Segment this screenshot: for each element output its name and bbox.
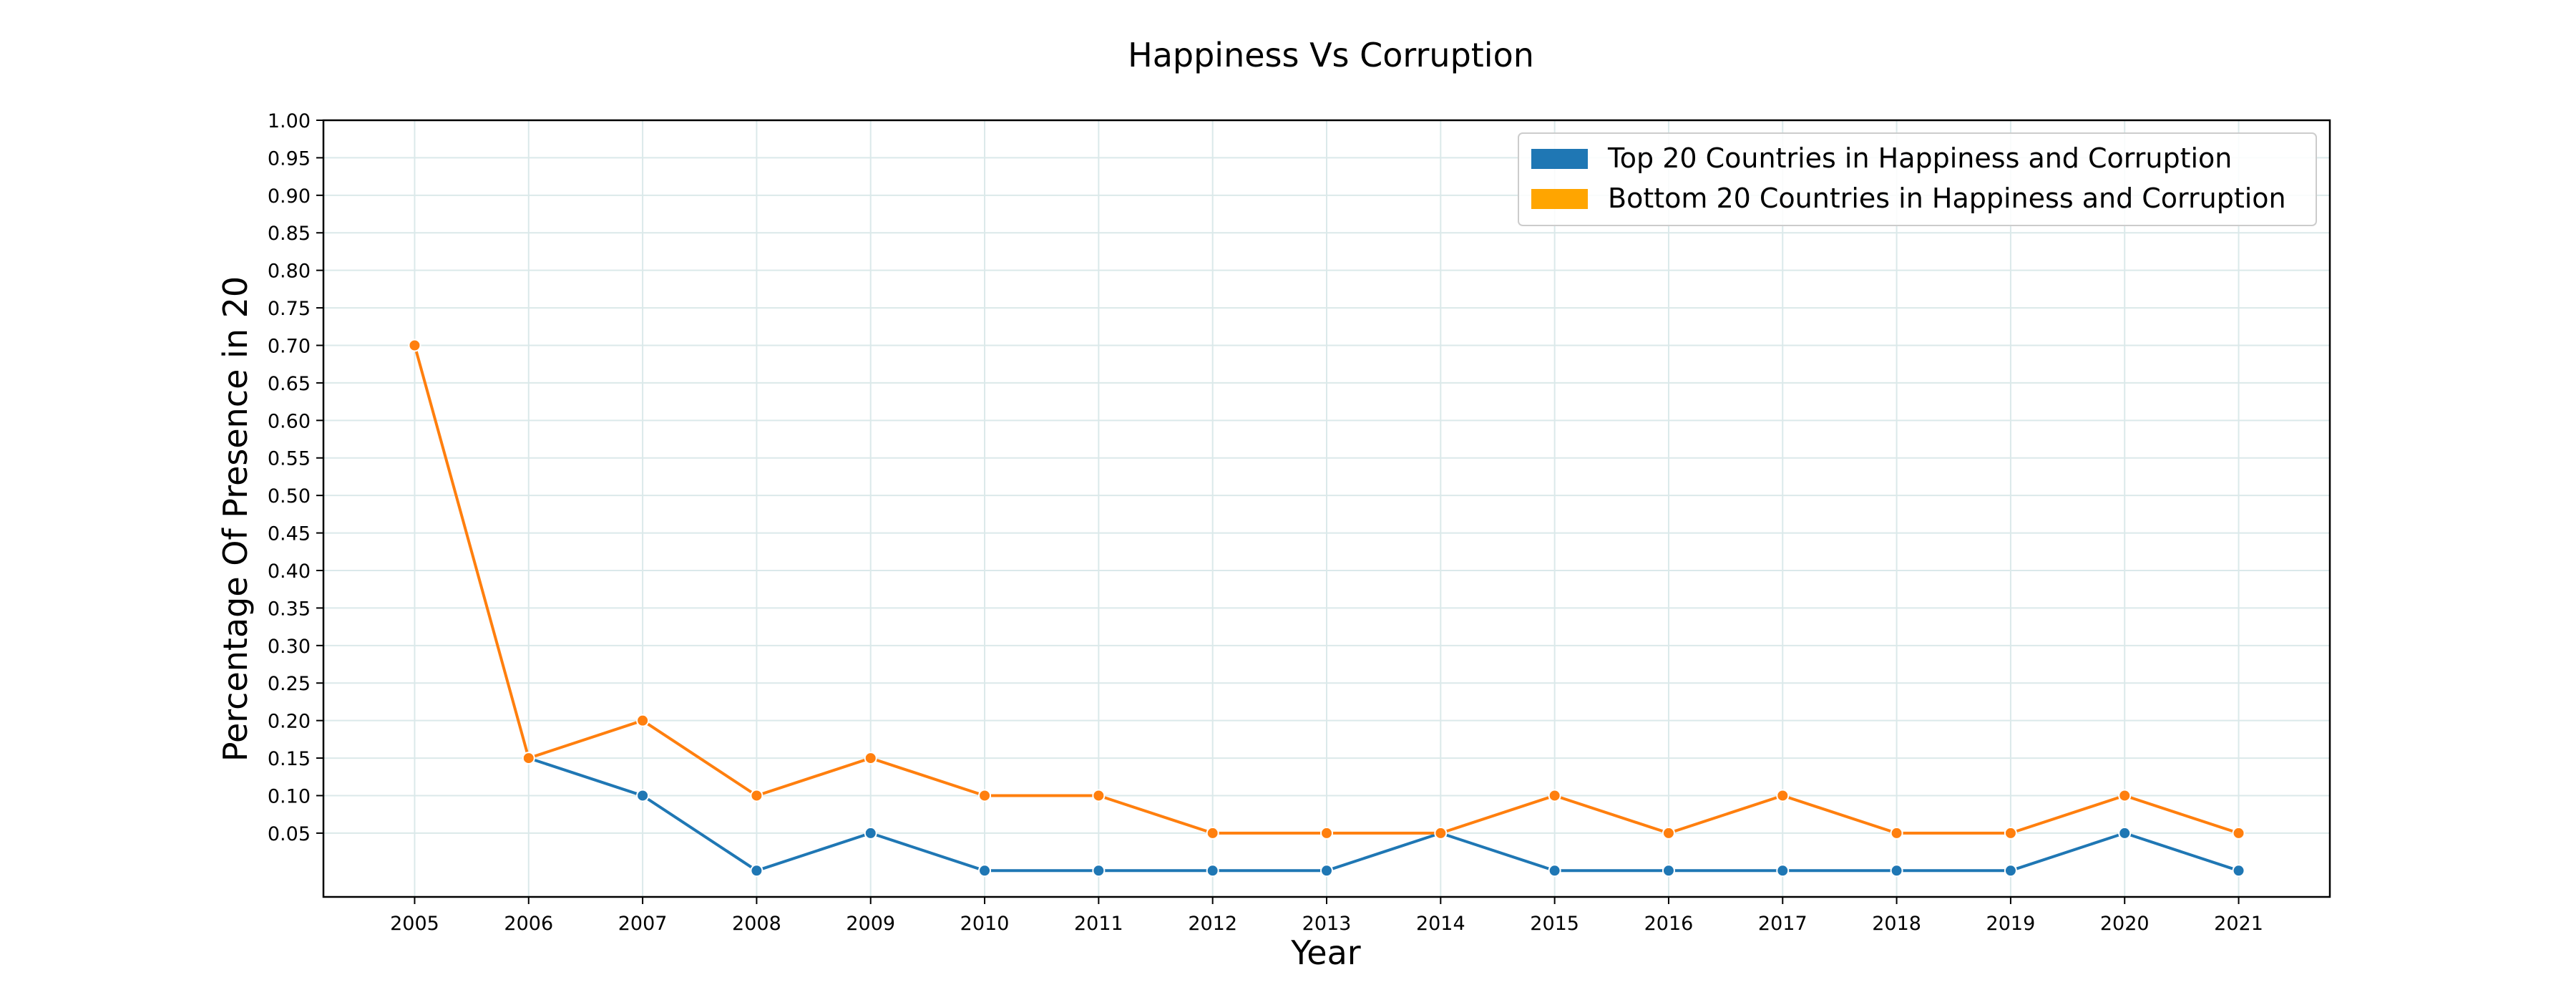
x-tick-label: 2005: [390, 913, 439, 935]
data-point-series-0: [636, 789, 650, 802]
data-point-series-1: [978, 789, 992, 802]
data-point-series-1: [522, 752, 535, 765]
y-tick-label: 0.20: [268, 711, 311, 733]
data-point-series-0: [1890, 864, 1903, 878]
x-tick-label: 2010: [960, 913, 1010, 935]
x-tick-label: 2006: [504, 913, 553, 935]
data-point-series-1: [636, 714, 650, 727]
x-tick-label: 2011: [1074, 913, 1123, 935]
data-point-series-0: [978, 864, 992, 878]
data-point-series-1: [2232, 826, 2245, 840]
data-point-series-1: [864, 752, 877, 765]
legend-swatch-bottom-20: [1531, 189, 1588, 209]
legend-label-top-20: Top 20 Countries in Happiness and Corrup…: [1607, 142, 2232, 174]
data-point-series-1: [2004, 826, 2017, 840]
x-tick-label: 2009: [846, 913, 895, 935]
data-point-series-1: [1776, 789, 1790, 802]
x-tick-label: 2016: [1644, 913, 1694, 935]
y-tick-label: 0.35: [268, 598, 311, 620]
legend-frame: [1518, 132, 2317, 226]
legend-swatch-top-20: [1531, 149, 1588, 169]
x-tick-label: 2017: [1758, 913, 1807, 935]
series-lines: [408, 339, 2245, 878]
y-tick-label: 0.40: [268, 560, 311, 583]
data-point-series-1: [2118, 789, 2132, 802]
x-tick-label: 2013: [1302, 913, 1352, 935]
x-tick-label: 2021: [2214, 913, 2263, 935]
data-point-series-0: [750, 864, 763, 878]
data-point-series-1: [408, 339, 421, 352]
y-tick-label: 0.70: [268, 335, 311, 357]
chart-title: Happiness Vs Corruption: [1128, 36, 1534, 74]
data-point-series-0: [1776, 864, 1790, 878]
y-tick-label: 0.30: [268, 636, 311, 658]
data-point-series-0: [2004, 864, 2017, 878]
y-tick-label: 0.50: [268, 485, 311, 508]
data-point-series-0: [2118, 826, 2132, 840]
x-tick-label: 2012: [1188, 913, 1237, 935]
data-point-series-0: [1662, 864, 1675, 878]
x-tick-label: 2019: [1986, 913, 2036, 935]
data-point-series-1: [1890, 826, 1903, 840]
data-point-series-1: [1662, 826, 1675, 840]
series-line-0: [528, 757, 2240, 873]
x-tick-label: 2020: [2100, 913, 2150, 935]
y-tick-label: 0.25: [268, 673, 311, 695]
x-tick-label: 2018: [1872, 913, 1921, 935]
y-tick-label: 0.60: [268, 410, 311, 432]
y-tick-label: 1.00: [268, 110, 311, 132]
y-tick-label: 0.90: [268, 185, 311, 208]
y-axis-label: Percentage Of Presence in 20: [216, 276, 255, 762]
y-tick-label: 0.45: [268, 523, 311, 545]
y-tick-label: 0.85: [268, 223, 311, 245]
data-point-series-0: [1320, 864, 1333, 878]
y-tick-label: 0.05: [268, 823, 311, 845]
data-point-series-1: [1548, 789, 1561, 802]
y-tick-label: 0.10: [268, 785, 311, 807]
data-point-series-1: [1206, 826, 1219, 840]
data-point-series-1: [750, 789, 763, 802]
y-tick-label: 0.75: [268, 298, 311, 320]
data-point-series-1: [1434, 826, 1448, 840]
data-point-series-0: [1206, 864, 1219, 878]
data-point-series-0: [1092, 864, 1106, 878]
x-tick-label: 2015: [1530, 913, 1579, 935]
y-tick-label: 0.95: [268, 147, 311, 170]
data-point-series-0: [2232, 864, 2245, 878]
x-axis-label: Year: [1290, 933, 1360, 972]
legend-label-bottom-20: Bottom 20 Countries in Happiness and Cor…: [1608, 183, 2286, 214]
x-tick-label: 2008: [732, 913, 781, 935]
data-point-series-0: [1548, 864, 1561, 878]
data-point-series-1: [1092, 789, 1106, 802]
data-point-series-0: [864, 826, 877, 840]
x-tick-label: 2014: [1416, 913, 1465, 935]
y-tick-label: 0.55: [268, 448, 311, 470]
y-tick-label: 0.15: [268, 748, 311, 770]
ticks: 2005 2006 2007 2008 2009 2010 2011 2012 2013 2014…: [268, 110, 2263, 935]
x-tick-label: 2007: [618, 913, 668, 935]
y-tick-label: 0.80: [268, 261, 311, 283]
data-point-series-1: [1320, 826, 1333, 840]
y-tick-label: 0.65: [268, 373, 311, 395]
legend: Top 20 Countries in Happiness and Corrup…: [1518, 132, 2317, 226]
